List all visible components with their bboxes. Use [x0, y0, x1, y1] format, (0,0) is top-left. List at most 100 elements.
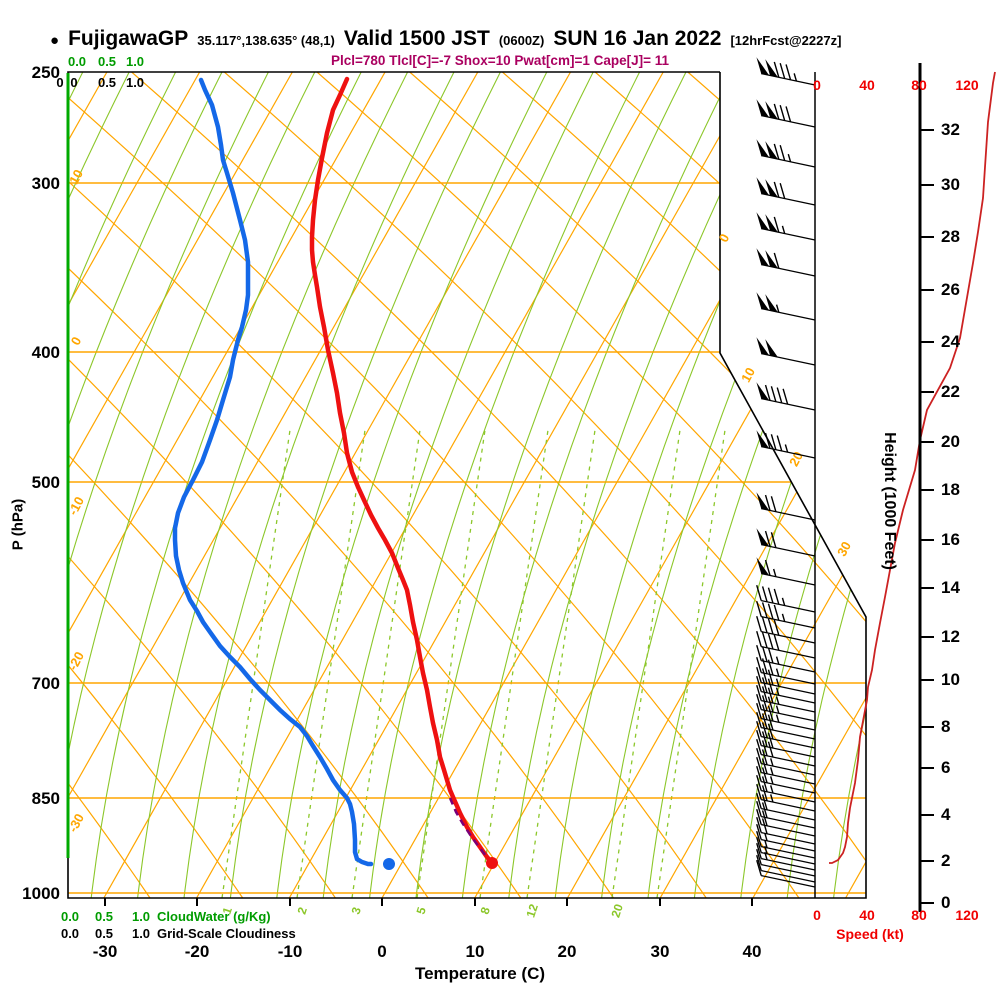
- valid-time-z: (0600Z): [498, 33, 545, 48]
- cloudwater-scale-bottom: 0.5: [94, 909, 114, 924]
- wind-barb: [756, 793, 816, 821]
- wind-barb: [756, 849, 816, 877]
- height-tick-label: 20: [941, 432, 960, 451]
- wind-barb: [756, 837, 816, 865]
- isotherm-label: 0: [68, 334, 85, 347]
- speed-tick-label-top: 40: [859, 77, 875, 93]
- isotherm-label: 10: [738, 365, 758, 385]
- speed-tick-label-bottom: 0: [813, 907, 821, 923]
- temperature-tick-label: 40: [742, 942, 762, 961]
- wind-barb: [756, 292, 816, 321]
- height-tick-label: 30: [941, 175, 960, 194]
- height-tick-label: 6: [941, 758, 951, 777]
- wind-barb: [756, 616, 816, 644]
- wind-barbs: [756, 57, 816, 888]
- wind-barb: [756, 528, 816, 557]
- height-tick-label: 18: [941, 480, 960, 499]
- wind-barb: [756, 430, 816, 459]
- isotherm-label: 20: [786, 449, 806, 469]
- wind-barb: [756, 139, 816, 168]
- wind-barb: [756, 855, 816, 883]
- wind-barb: [756, 212, 816, 241]
- pressure-tick-label: 400: [31, 343, 60, 362]
- wind-barb: [756, 748, 816, 776]
- valid-time: Valid 1500 JST: [343, 27, 490, 50]
- wind-barb: [756, 775, 816, 803]
- height-tick-label: 16: [941, 530, 960, 549]
- wind-barb: [756, 492, 816, 521]
- cloudwater-axis-label: CloudWater (g/Kg): [157, 909, 271, 924]
- wind-barb: [756, 809, 816, 837]
- cloudiness-scale-bottom: 0.5: [94, 926, 114, 941]
- height-tick-label: 28: [941, 227, 960, 246]
- mixing-ratio-label: 2: [295, 905, 310, 916]
- height-tick-label: 22: [941, 382, 960, 401]
- pressure-axis-label: P (hPa): [9, 498, 27, 551]
- isotherm-label: 10: [66, 167, 86, 187]
- cloudiness-scale-top: 0: [56, 75, 64, 90]
- speed-tick-label-top: 120: [955, 77, 979, 93]
- mixing-ratio-label: 12: [523, 902, 541, 919]
- height-tick-label: 4: [941, 805, 951, 824]
- surface-temperature-dot: [486, 857, 498, 869]
- wind-barb: [756, 645, 816, 673]
- pressure-tick-label: 1000: [22, 884, 60, 903]
- cloudiness-scale-bottom: 1.0: [131, 926, 151, 941]
- wind-barb: [756, 99, 816, 128]
- cloudiness-scale-top: 0.5: [97, 75, 117, 90]
- station-coords: 35.117°,138.635° (48,1): [197, 33, 335, 48]
- wind-barb: [756, 843, 816, 871]
- mixing-ratio-label: 1: [220, 905, 235, 916]
- pressure-tick-label: 250: [31, 63, 60, 82]
- cloudiness-scale-bottom: 0.0: [60, 926, 80, 941]
- wind-speed-curve: [829, 71, 996, 864]
- station-name: FujigawaGP: [68, 27, 189, 50]
- plot-border: [67, 71, 867, 899]
- valid-date: SUN 16 Jan 2022: [553, 27, 722, 50]
- cloudiness-axis-label: Grid-Scale Cloudiness: [157, 926, 296, 941]
- chart-title: ● FujigawaGP 35.117°,138.635° (48,1) Val…: [50, 27, 841, 51]
- cloudwater-scale-top: 0.5: [97, 54, 117, 69]
- wind-barb: [756, 824, 816, 852]
- wind-barb: [756, 57, 816, 86]
- height-axis-label: Height (1000 Feet): [881, 432, 898, 570]
- wind-barb: [756, 557, 816, 586]
- height-tick-label: 26: [941, 280, 960, 299]
- wind-barb: [756, 177, 816, 206]
- station-bullet-icon: ●: [50, 32, 60, 49]
- wind-barb: [756, 585, 816, 613]
- mixing-ratio-label: 20: [608, 902, 626, 919]
- mixing-ratio-label: 3: [349, 905, 364, 916]
- temperature-tick-label: 0: [377, 942, 387, 961]
- surface-dewpoint-dot: [383, 858, 395, 870]
- height-tick-label: 8: [941, 717, 951, 736]
- height-tick-label: 10: [941, 670, 960, 689]
- isotherm-label: 30: [834, 539, 854, 559]
- cloudiness-scale-top: 1.0: [125, 75, 145, 90]
- speed-axis-label: Speed (kt): [836, 926, 904, 942]
- wind-barb: [756, 860, 816, 888]
- height-tick-label: 0: [941, 893, 951, 912]
- speed-tick-label-bottom: 120: [955, 907, 979, 923]
- dewpoint-curve: [172, 77, 374, 867]
- stability-indices-line: Plcl=780 Tlcl[C]=-7 Shox=10 Pwat[cm]=1 C…: [330, 53, 670, 68]
- temperature-tick-label: 20: [557, 942, 577, 961]
- wind-barb: [756, 757, 816, 785]
- wind-barb: [756, 631, 816, 659]
- temperature-curve: [309, 76, 495, 866]
- wind-barb: [756, 382, 816, 411]
- temperature-axis-label: Temperature (C): [414, 964, 546, 983]
- temperature-tick-label: -10: [277, 942, 303, 961]
- cloudwater-scale-top: 0.0: [67, 54, 87, 69]
- cloudwater-scale-top: 1.0: [125, 54, 145, 69]
- speed-tick-label-bottom: 40: [859, 907, 875, 923]
- grid-lines: [68, 72, 866, 898]
- height-tick-label: 24: [941, 332, 960, 351]
- cloudiness-scale-top: 0: [70, 75, 78, 90]
- isotherm-label: 0: [716, 231, 733, 244]
- height-tick-label: 12: [941, 627, 960, 646]
- temperature-tick-label: -20: [184, 942, 210, 961]
- cloudwater-scale-bottom: 1.0: [131, 909, 151, 924]
